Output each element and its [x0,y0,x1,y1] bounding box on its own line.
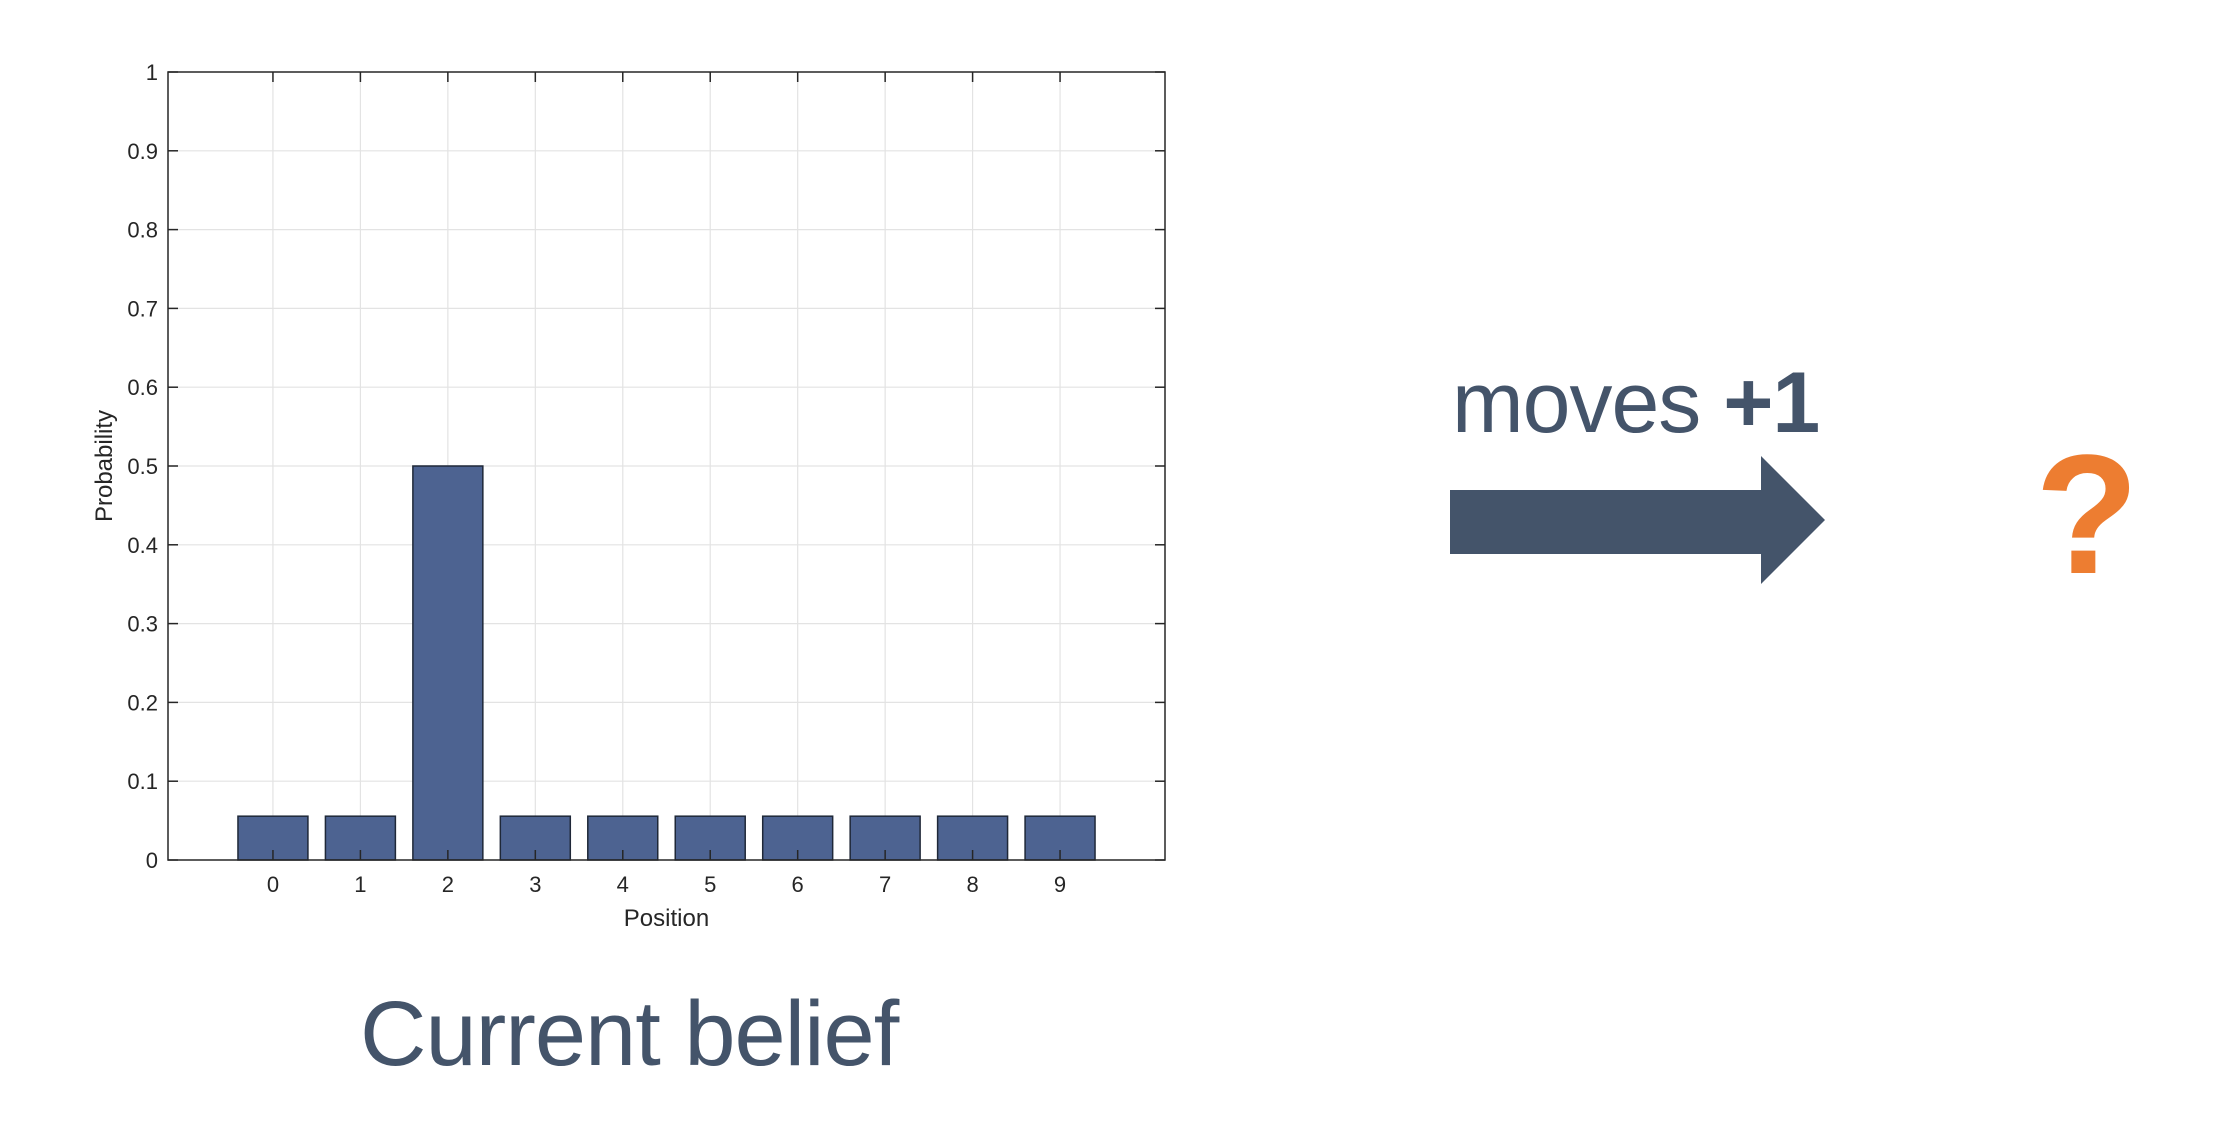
y-tick-label: 0.4 [127,533,158,558]
x-tick-label: 5 [704,872,716,897]
right-arrow-icon [1450,456,1825,584]
y-tick-label: 0.9 [127,139,158,164]
y-tick-labels: 0 0.1 0.2 0.3 0.4 0.5 0.6 0.7 0.8 0.9 1 [127,60,158,873]
x-axis-label: Position [624,905,709,932]
transition-label: moves +1 [1452,354,1820,453]
x-tick-labels: 0 1 2 3 4 5 6 7 8 9 [267,872,1066,897]
grid-lines [168,72,1165,860]
bar-position-2 [412,465,484,861]
chart-caption: Current belief [360,983,899,1085]
x-tick-label: 7 [879,872,891,897]
y-tick-label: 0.7 [127,296,158,321]
y-tick-label: 0.8 [127,218,158,243]
bars [237,465,1096,861]
x-tick-label: 3 [529,872,541,897]
x-tick-label: 4 [617,872,629,897]
question-mark-icon: ? [2035,420,2139,610]
y-tick-label: 0.6 [127,375,158,400]
x-tick-label: 0 [267,872,279,897]
y-tick-label: 0.5 [127,454,158,479]
x-tick-label: 6 [792,872,804,897]
transition-amount: +1 [1723,355,1820,451]
y-tick-label: 0.2 [127,690,158,715]
x-tick-label: 1 [354,872,366,897]
y-tick-label: 0.1 [127,769,158,794]
y-axis-label: Probability [91,410,118,522]
belief-bar-chart: 0 0.1 0.2 0.3 0.4 0.5 0.6 0.7 0.8 0.9 1 0 1 2 3 4 5 6 7 8 9… [91,60,1166,932]
x-tick-label: 2 [442,872,454,897]
arrow-shape [1450,456,1825,584]
y-tick-label: 0.3 [127,612,158,637]
tick-marks [168,71,1165,861]
x-tick-label: 9 [1054,872,1066,897]
transition-verb: moves [1452,355,1701,451]
y-tick-label: 0 [146,848,158,873]
y-tick-label: 1 [146,60,158,85]
x-tick-label: 8 [966,872,978,897]
